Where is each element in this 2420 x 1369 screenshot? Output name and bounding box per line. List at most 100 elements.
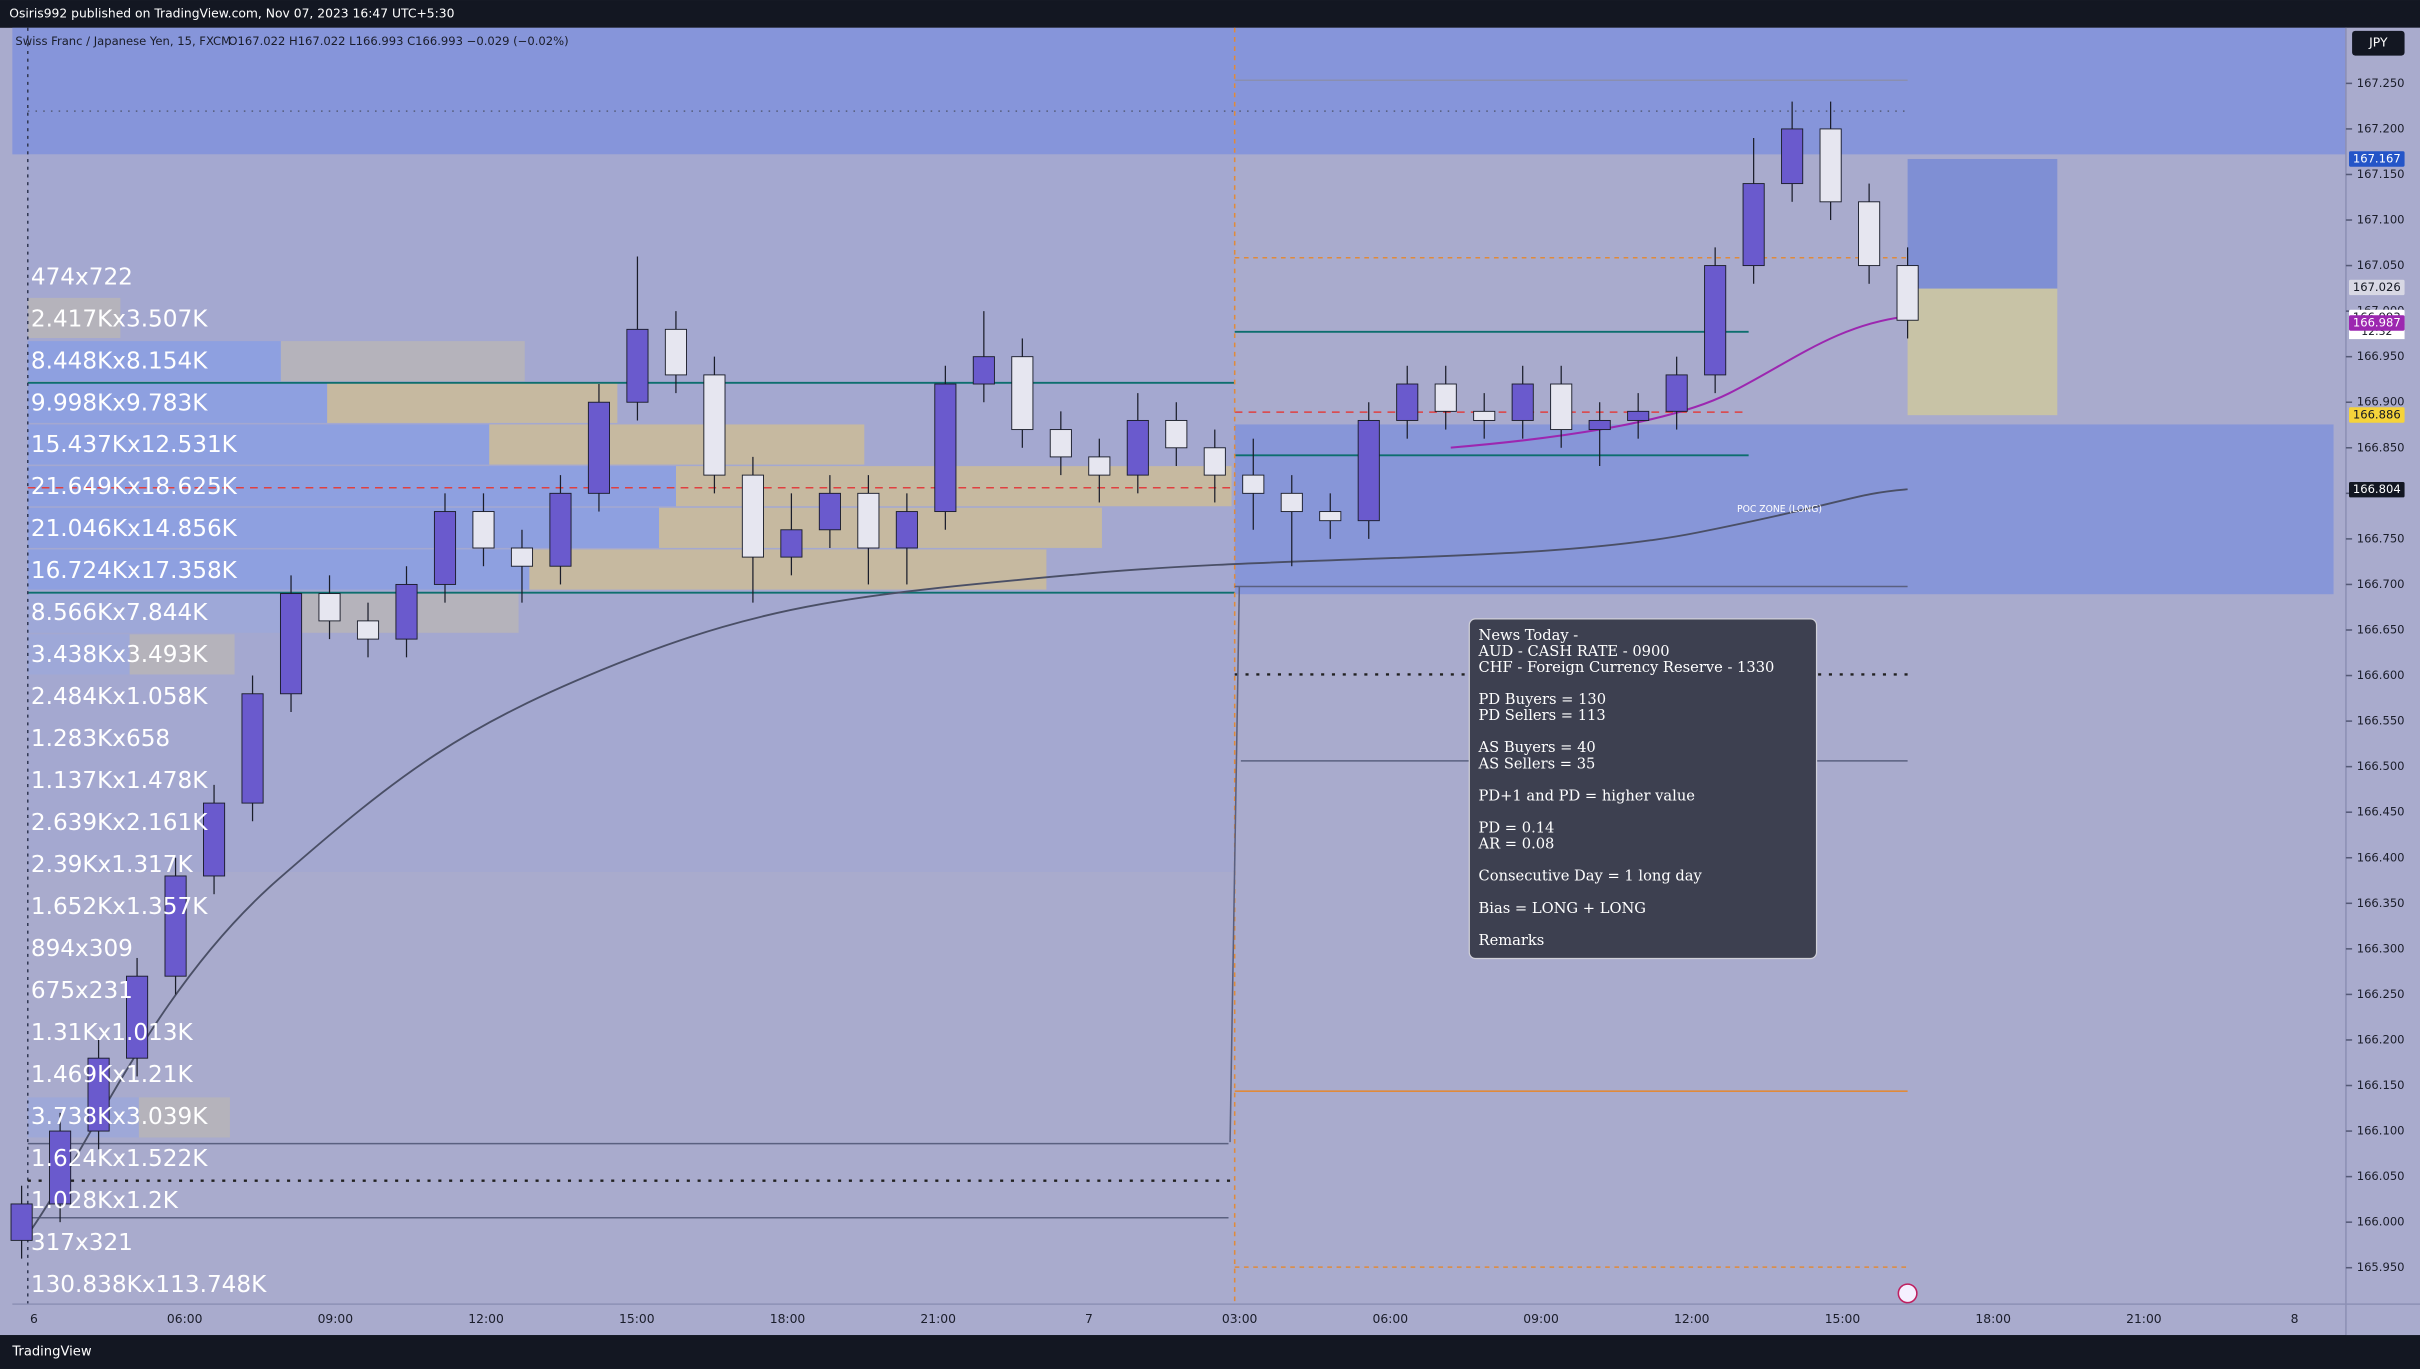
candle-body [1896, 265, 1919, 321]
volume-label: 1.31Kx1.013K [31, 1020, 194, 1046]
y-tick-label: 167.050 [2357, 258, 2405, 272]
x-tick-label: 12:00 [1674, 1312, 1710, 1326]
x-tick-label: 21:00 [920, 1312, 956, 1326]
y-tick-label: 166.650 [2357, 622, 2405, 636]
price-tag-label: 167.167 [2353, 151, 2401, 165]
news-box [1468, 618, 1818, 960]
volume-label: 1.283Kx658 [31, 726, 170, 752]
price-tag-label: 166.886 [2353, 407, 2401, 421]
volume-label: 317x321 [31, 1230, 133, 1256]
volume-label: 8.448Kx8.154K [31, 348, 208, 374]
y-tick-label: 166.000 [2357, 1215, 2405, 1229]
y-tick-label: 167.150 [2357, 167, 2405, 181]
candle-body [972, 356, 995, 385]
currency-label[interactable]: JPY [2368, 36, 2388, 50]
price-tag [2349, 407, 2405, 423]
volume-label: 2.39Kx1.317K [31, 852, 194, 878]
candle-body [1781, 128, 1804, 185]
volume-label: 2.639Kx2.161K [31, 810, 208, 836]
candle-body [1858, 201, 1881, 267]
volume-label: 474x722 [31, 264, 133, 290]
x-tick-label: 7 [1085, 1312, 1093, 1326]
y-tick-label: 166.550 [2357, 714, 2405, 728]
x-tick-label: 6 [30, 1312, 38, 1326]
candle-body [1550, 383, 1573, 431]
volume-label: 130.838Kx113.748K [31, 1272, 267, 1298]
volume-label: 21.649Kx18.625K [31, 474, 238, 500]
y-tick-label: 166.600 [2357, 668, 2405, 682]
news-line: Remarks [1479, 932, 1545, 949]
news-line: Bias = LONG + LONG [1479, 900, 1646, 917]
candle-body [49, 1130, 72, 1205]
candle-body [587, 401, 611, 494]
volume-label: 15.437Kx12.531K [31, 432, 238, 458]
candle-body [1627, 410, 1650, 421]
candle-body [626, 328, 649, 403]
candle-body [741, 474, 764, 558]
x-tick-label: 15:00 [1825, 1312, 1861, 1326]
x-tick-label: 09:00 [1523, 1312, 1559, 1326]
candle-body [549, 492, 572, 567]
candle-body [664, 328, 687, 376]
volume-label: 1.624Kx1.522K [31, 1146, 208, 1172]
footer-bar [0, 1335, 2420, 1369]
price-tag-label: 166.804 [2353, 482, 2401, 496]
x-tick-label: 12:00 [468, 1312, 504, 1326]
candle-body [1088, 456, 1111, 476]
x-tick-label: 18:00 [770, 1312, 806, 1326]
ohlc-values: O167.022 H167.022 L166.993 C166.993 −0.0… [228, 34, 568, 48]
event-icon[interactable] [1897, 1283, 1918, 1304]
volume-label: 675x231 [31, 978, 133, 1004]
top-zone [12, 27, 2346, 155]
news-line: PD = 0.14 [1479, 819, 1555, 836]
price-tag [2349, 151, 2405, 167]
y-axis: 167.250 167.200 167.150 167.100 167.050 167.0… [2345, 76, 2405, 1274]
volume-label: 2.417Kx3.507K [31, 306, 208, 332]
y-tick-label: 166.450 [2357, 805, 2405, 819]
candle-body [1203, 447, 1226, 476]
y-tick-label: 166.700 [2357, 577, 2405, 591]
volume-label: 1.469Kx1.21K [31, 1062, 194, 1088]
currency-button[interactable] [2352, 30, 2405, 56]
y-tick-label: 167.100 [2357, 213, 2405, 227]
volume-label: 1.028Kx1.2K [31, 1188, 179, 1214]
y-tick-label: 167.200 [2357, 121, 2405, 135]
footer-brand: TradingView [11, 1345, 91, 1360]
candle-body [1126, 419, 1149, 476]
candle-body [510, 547, 534, 567]
x-tick-label: 03:00 [1222, 1312, 1258, 1326]
poc-zone [1234, 424, 2334, 595]
candle-body [1742, 183, 1765, 267]
candle-body [10, 1203, 33, 1241]
y-tick-label: 166.350 [2357, 896, 2405, 910]
candles [10, 101, 1919, 1259]
news-line: News Today - [1479, 627, 1579, 644]
news-line: AR = 0.08 [1478, 836, 1555, 853]
x-tick-label: 8 [2291, 1312, 2299, 1326]
volume-label: 16.724Kx17.358K [31, 558, 238, 584]
y-tick-label: 166.300 [2357, 941, 2405, 955]
candle-body [1049, 429, 1072, 458]
price-tag-label: 166.987 [2353, 315, 2401, 329]
y-tick-label: 166.400 [2357, 850, 2405, 864]
news-line: Consecutive Day = 1 long day [1479, 868, 1703, 885]
x-tick-label: 15:00 [619, 1312, 655, 1326]
y-tick-label: 166.200 [2357, 1032, 2405, 1046]
x-tick-label: 06:00 [167, 1312, 203, 1326]
candle-body [1665, 374, 1688, 412]
candle-body [1011, 356, 1034, 431]
candle-body [87, 1057, 110, 1132]
candle-body [1434, 383, 1457, 412]
x-tick-label: 09:00 [318, 1312, 354, 1326]
x-tick-label: 06:00 [1373, 1312, 1409, 1326]
candle-body [126, 975, 149, 1059]
y-tick-label: 166.850 [2357, 440, 2405, 454]
news-line: AUD - CASH RATE - 0900 [1478, 643, 1670, 660]
candle-body [1357, 419, 1380, 522]
candle-body [164, 875, 187, 977]
volume-label: 3.738Kx3.039K [31, 1104, 208, 1130]
candle-body [780, 529, 803, 558]
candle-body [1819, 128, 1842, 203]
